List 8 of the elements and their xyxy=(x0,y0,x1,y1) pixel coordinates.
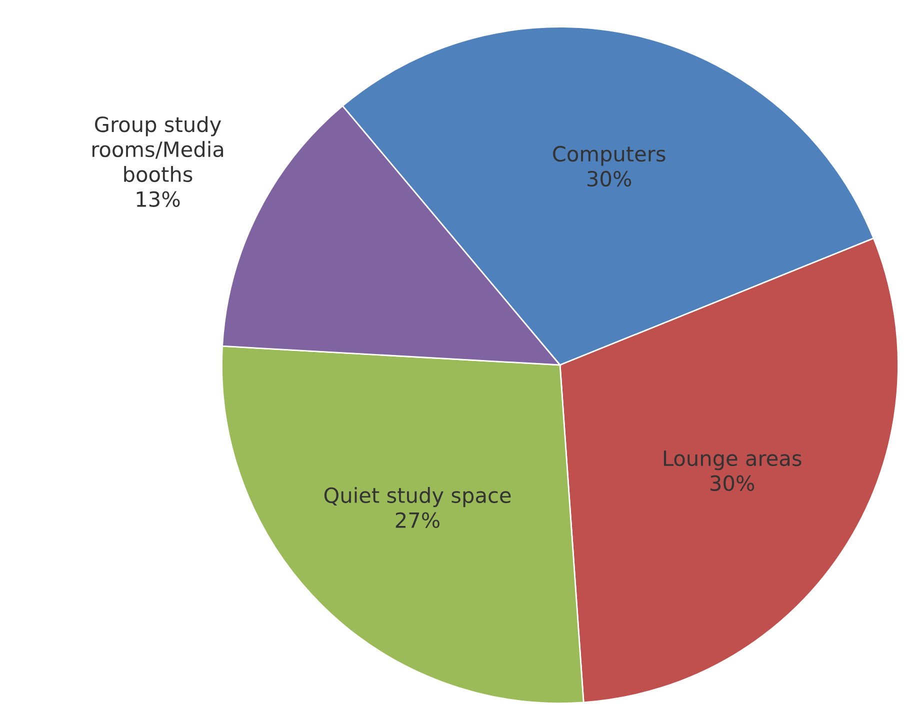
data-label: 13% xyxy=(136,191,180,207)
data-label: 30% xyxy=(710,475,754,492)
slice-label: Lounge areas xyxy=(664,450,802,470)
data-label: 27% xyxy=(396,512,440,528)
slice-label: Group study rooms/Media booths xyxy=(92,116,224,182)
data-label: 30% xyxy=(588,170,632,187)
slice-label: Computers xyxy=(553,146,666,166)
slice-label: Quiet study space xyxy=(324,486,511,508)
